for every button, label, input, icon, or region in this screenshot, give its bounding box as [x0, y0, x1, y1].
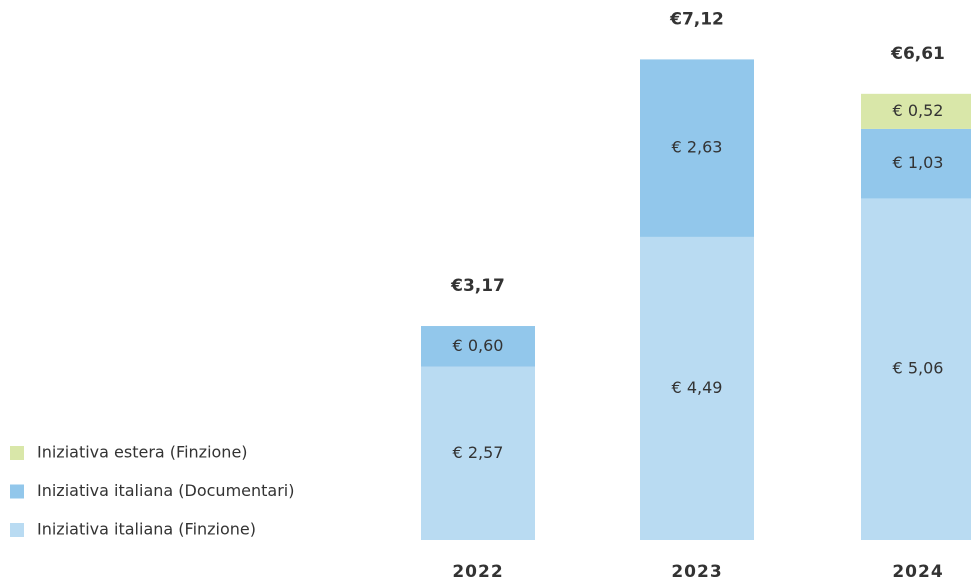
legend-swatch	[10, 484, 24, 499]
value-label: € 2,63	[672, 138, 723, 157]
value-label: € 0,60	[453, 336, 504, 355]
value-label: € 0,52	[893, 101, 944, 120]
value-label: € 1,03	[893, 153, 944, 172]
legend-swatch	[10, 446, 24, 460]
legend-swatch	[10, 523, 24, 537]
total-label: €6,61	[890, 44, 945, 64]
x-tick-label: 2022	[452, 562, 503, 582]
bar-segment	[421, 326, 535, 367]
bar-segment	[861, 128, 971, 199]
value-label: € 5,06	[893, 359, 944, 378]
x-tick-label: 2023	[671, 562, 722, 582]
bar-segment	[640, 236, 754, 541]
total-label: €3,17	[450, 276, 505, 296]
value-label: € 4,49	[672, 378, 723, 397]
legend-label: Iniziativa estera (Finzione)	[37, 443, 248, 462]
value-label: € 2,57	[453, 443, 504, 462]
legend-label: Iniziativa italiana (Documentari)	[37, 481, 294, 500]
bar-segment	[421, 366, 535, 540]
x-tick-label: 2024	[892, 562, 943, 582]
bar-segment	[640, 59, 754, 237]
bar-segment	[861, 198, 971, 540]
legend-label: Iniziativa italiana (Finzione)	[37, 520, 256, 539]
bar-segment	[861, 93, 971, 129]
total-label: €7,12	[669, 9, 724, 29]
